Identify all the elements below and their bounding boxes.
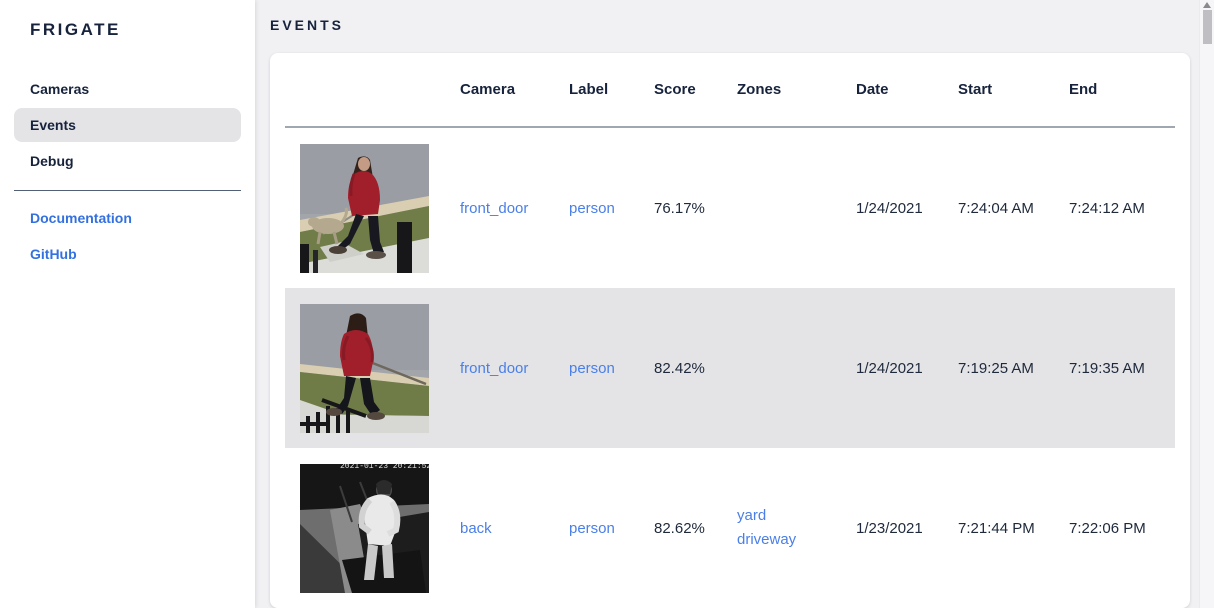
camera-link[interactable]: back — [460, 519, 492, 537]
zone-link[interactable]: yard — [737, 507, 767, 524]
column-header-start: Start — [958, 81, 993, 98]
sidebar-link-github[interactable]: GitHub — [14, 237, 241, 271]
thumbnail-cell — [285, 143, 445, 273]
label-link[interactable]: person — [569, 199, 615, 217]
camera-link[interactable]: front_door — [460, 199, 529, 217]
table-row[interactable]: front_door person 82.42% 1/24/2021 7:19:… — [285, 288, 1175, 448]
sidebar-item-debug[interactable]: Debug — [14, 144, 241, 178]
sidebar-link-label: GitHub — [30, 246, 77, 262]
sidebar-item-label: Debug — [30, 153, 74, 169]
label-link[interactable]: person — [569, 519, 615, 537]
events-card: Camera Label Score Zones Date Start End — [270, 53, 1190, 608]
event-thumbnail[interactable] — [300, 303, 429, 433]
sidebar-item-cameras[interactable]: Cameras — [14, 72, 241, 106]
vertical-scrollbar[interactable] — [1199, 0, 1214, 608]
sidebar-link-documentation[interactable]: Documentation — [14, 201, 241, 235]
scrollbar-thumb[interactable] — [1202, 10, 1212, 44]
main-content: EVENTS Camera Label Score Zones Date Sta… — [255, 0, 1214, 608]
sidebar: FRIGATE Cameras Events Debug Documentati… — [0, 0, 255, 608]
sidebar-item-events[interactable]: Events — [14, 108, 241, 142]
zones-cell: yard driveway — [722, 504, 841, 552]
event-thumbnail[interactable]: 2021-01-23 20:21:52 — [300, 463, 429, 593]
thumbnail-timestamp-overlay: 2021-01-23 20:21:52 — [340, 464, 429, 471]
table-row[interactable]: front_door person 76.17% 1/24/2021 7:24:… — [285, 128, 1175, 288]
start-time: 7:19:25 AM — [958, 359, 1034, 377]
sidebar-item-label: Cameras — [30, 81, 90, 97]
end-time: 7:22:06 PM — [1069, 519, 1146, 537]
zone-link[interactable]: driveway — [737, 531, 797, 548]
thumbnail-cell — [285, 303, 445, 433]
date-value: 1/24/2021 — [856, 359, 923, 377]
sidebar-nav: Cameras Events Debug Documentation GitHu… — [0, 72, 255, 271]
camera-link[interactable]: front_door — [460, 359, 529, 377]
start-time: 7:21:44 PM — [958, 519, 1035, 537]
event-thumbnail[interactable] — [300, 143, 429, 273]
page-title: EVENTS — [270, 17, 345, 33]
score-value: 76.17% — [654, 199, 705, 217]
sidebar-item-label: Events — [30, 117, 76, 133]
sidebar-divider — [14, 190, 241, 191]
column-header-end: End — [1069, 81, 1098, 98]
table-header: Camera Label Score Zones Date Start End — [285, 53, 1175, 128]
date-value: 1/24/2021 — [856, 199, 923, 217]
table-row[interactable]: 2021-01-23 20:21:52 back person 82.62% y… — [285, 448, 1175, 608]
date-value: 1/23/2021 — [856, 519, 923, 537]
thumbnail-cell: 2021-01-23 20:21:52 — [285, 463, 445, 593]
score-value: 82.42% — [654, 359, 705, 377]
column-header-camera: Camera — [460, 81, 516, 98]
score-value: 82.62% — [654, 519, 705, 537]
app-logo: FRIGATE — [30, 20, 121, 39]
column-header-score: Score — [654, 81, 696, 98]
scrollbar-up-arrow-icon[interactable] — [1203, 2, 1211, 8]
end-time: 7:24:12 AM — [1069, 199, 1145, 217]
end-time: 7:19:35 AM — [1069, 359, 1145, 377]
label-link[interactable]: person — [569, 359, 615, 377]
column-header-date: Date — [856, 81, 889, 98]
column-header-zones: Zones — [737, 81, 782, 98]
column-header-label: Label — [569, 81, 609, 98]
start-time: 7:24:04 AM — [958, 199, 1034, 217]
sidebar-link-label: Documentation — [30, 210, 132, 226]
